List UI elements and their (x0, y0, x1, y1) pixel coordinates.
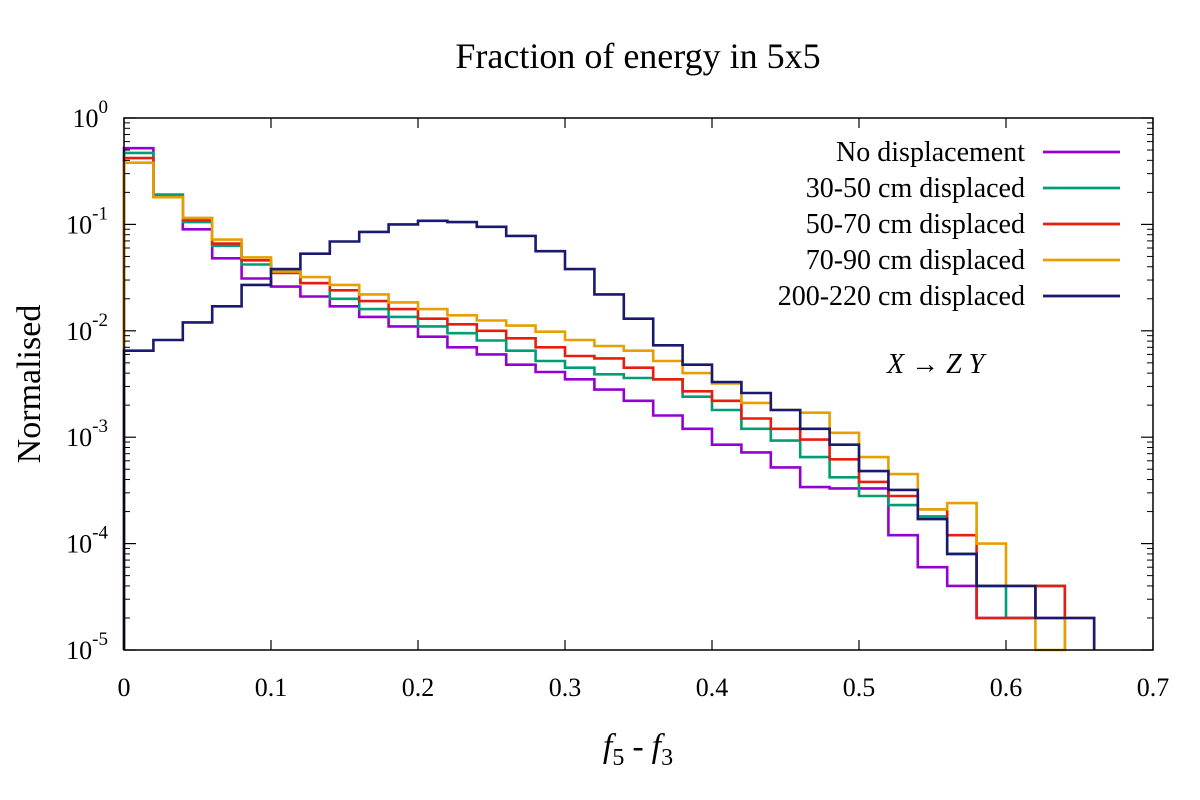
x-tick-label: 0.4 (696, 673, 729, 702)
y-tick-base: 10 (66, 423, 92, 452)
y-tick-base: 10 (66, 210, 92, 239)
x-tick-label: 0.7 (1137, 673, 1170, 702)
series-line-4 (122, 219, 1096, 650)
legend-label-4: 200-220 cm displaced (778, 281, 1025, 312)
chart-title: Fraction of energy in 5x5 (455, 36, 820, 76)
x-tick-label: 0 (118, 673, 131, 702)
legend-label-1: 30-50 cm displaced (806, 173, 1025, 204)
y-tick-label: 10-2 (66, 310, 108, 346)
y-tick-base: 10 (73, 104, 99, 133)
legend-label-0: No displacement (836, 137, 1025, 168)
y-tick-label: 10-1 (66, 203, 108, 239)
plot-frame (123, 117, 1154, 651)
y-tick-label: 100 (73, 97, 109, 133)
x-axis-label-sub3: 3 (661, 745, 673, 771)
y-tick-exponent: -4 (92, 523, 108, 544)
x-tick-label: 0.6 (990, 673, 1023, 702)
y-tick-label: 10-3 (66, 416, 108, 452)
x-tick-layer: 0 0.1 0.2 0.3 0.4 0.5 0.6 0.7 (118, 118, 1170, 702)
x-tick-label: 0.1 (255, 673, 288, 702)
y-axis-label: Normalised (11, 305, 48, 464)
legend: No displacement 30-50 cm displaced 50-70 c… (778, 137, 1120, 312)
annotation-decay: X → Z Y (886, 349, 988, 380)
y-tick-label: 10-5 (66, 629, 108, 665)
y-tick-exponent: -3 (92, 416, 108, 437)
x-axis-label-sub5: 5 (612, 745, 624, 771)
x-tick-label: 0.2 (402, 673, 435, 702)
y-tick-base: 10 (66, 317, 92, 346)
y-tick-base: 10 (66, 530, 92, 559)
legend-label-2: 50-70 cm displaced (806, 209, 1025, 240)
series-line-3 (122, 161, 1096, 652)
y-tick-exponent: -1 (92, 203, 108, 224)
series-layer (122, 146, 1096, 652)
y-tick-exponent: -5 (92, 629, 108, 650)
legend-label-3: 70-90 cm displaced (806, 245, 1025, 276)
x-axis-label-minus: - (632, 728, 643, 765)
x-axis-label: f5- f3 (603, 728, 673, 771)
y-tick-exponent: 0 (99, 97, 109, 118)
y-tick-label: 10-4 (66, 523, 108, 559)
x-tick-label: 0.3 (549, 673, 582, 702)
x-tick-label: 0.5 (843, 673, 876, 702)
y-tick-base: 10 (66, 636, 92, 665)
y-tick-exponent: -2 (92, 310, 108, 331)
